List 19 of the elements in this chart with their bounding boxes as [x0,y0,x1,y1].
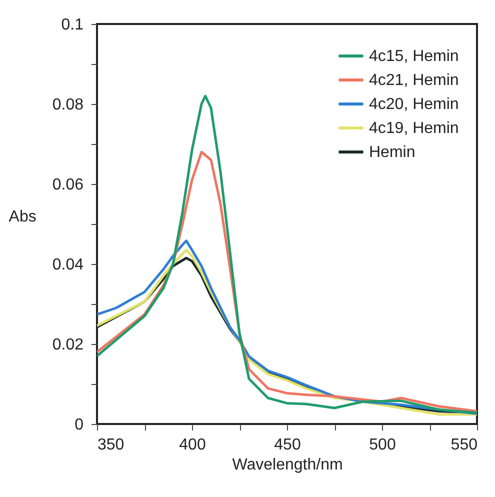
legend-label: 4c21, Hemin [369,72,459,89]
y-tick-label: 0.02 [52,336,84,354]
x-tick-label: 550 [450,436,478,454]
x-tick-label: 450 [274,436,301,454]
legend-label: 4c20, Hemin [369,96,459,113]
legend-label: 4c15, Hemin [369,48,459,65]
x-axis-title: Wavelength/nm [232,456,343,474]
legend-label: 4c19, Hemin [369,120,459,137]
line-series [97,94,477,414]
y-tick-label: 0.04 [52,256,84,274]
y-tick-label: 0.06 [52,176,84,194]
y-tick-label: 0 [74,416,84,434]
legend-label: Hemin [369,144,416,161]
y-axis-title: Abs [8,208,36,226]
x-tick-label: 400 [179,436,206,454]
y-tick-label: 0.08 [52,96,84,114]
y-tick-label: 0.1 [61,16,84,34]
x-tick-label: 500 [369,436,396,454]
x-tick-label: 350 [98,436,124,454]
